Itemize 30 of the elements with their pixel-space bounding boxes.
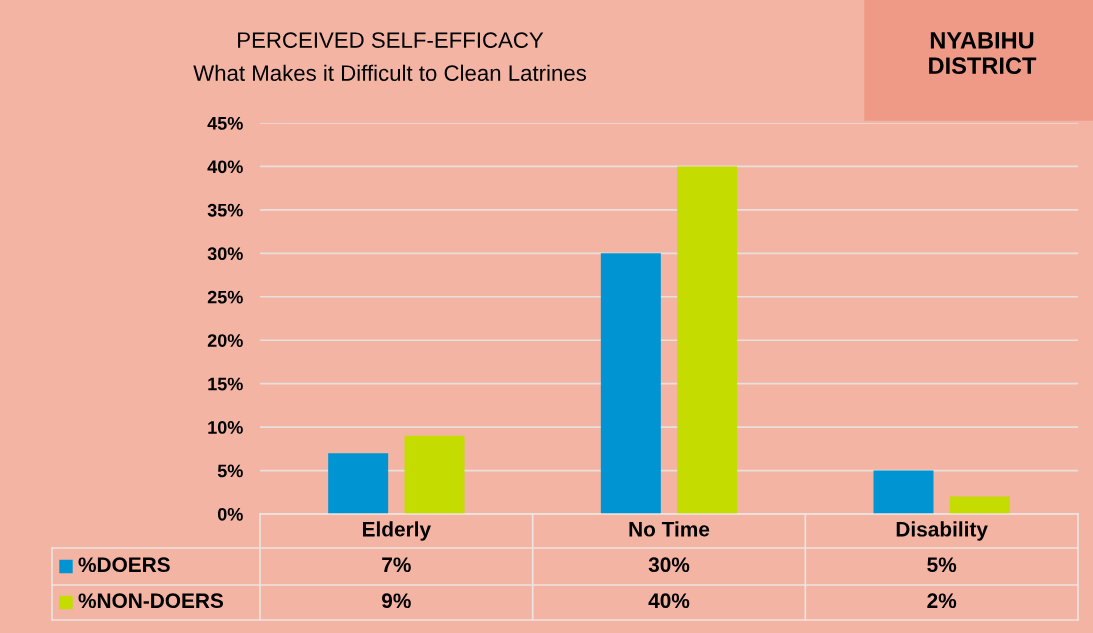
- data-label: 9%: [382, 593, 411, 609]
- chart-subtitle: What Makes it Difficult to Clean Latrines: [193, 64, 586, 81]
- chart-title: PERCEIVED SELF-EFFICACY: [238, 32, 544, 48]
- data-label: 40%: [648, 593, 690, 609]
- text: NYABIHU DISTRICT: [929, 32, 1037, 75]
- y-tick-label: 40%: [207, 160, 243, 174]
- data-label: 2%: [927, 593, 957, 609]
- bar: [873, 470, 934, 514]
- x-tick-label: No Time: [629, 521, 710, 537]
- y-tick-label: 10%: [208, 421, 243, 434]
- data-label: 5%: [927, 557, 957, 573]
- legend-label: %NON-DOERS: [78, 593, 224, 609]
- y-tick-label: 45%: [207, 116, 243, 130]
- legend-label: %DOERS: [78, 557, 170, 573]
- y-tick-label: 20%: [207, 334, 243, 347]
- y-tick-label: 25%: [207, 290, 243, 304]
- y-tick-label: 30%: [207, 247, 243, 261]
- y-tick-label: 35%: [207, 203, 243, 217]
- bar: [949, 496, 1010, 514]
- bar: [328, 453, 389, 514]
- y-tick-label: 0%: [217, 507, 243, 521]
- y-tick-label: 5%: [217, 464, 243, 478]
- x-tick-label: Disability: [896, 521, 988, 541]
- bar: [600, 253, 661, 514]
- y-tick-label: 15%: [208, 377, 243, 391]
- data-label: 7%: [382, 557, 411, 573]
- data-label: 30%: [648, 557, 690, 573]
- bar: [677, 166, 738, 514]
- bar: [404, 435, 465, 514]
- x-tick-label: Elderly: [362, 521, 431, 541]
